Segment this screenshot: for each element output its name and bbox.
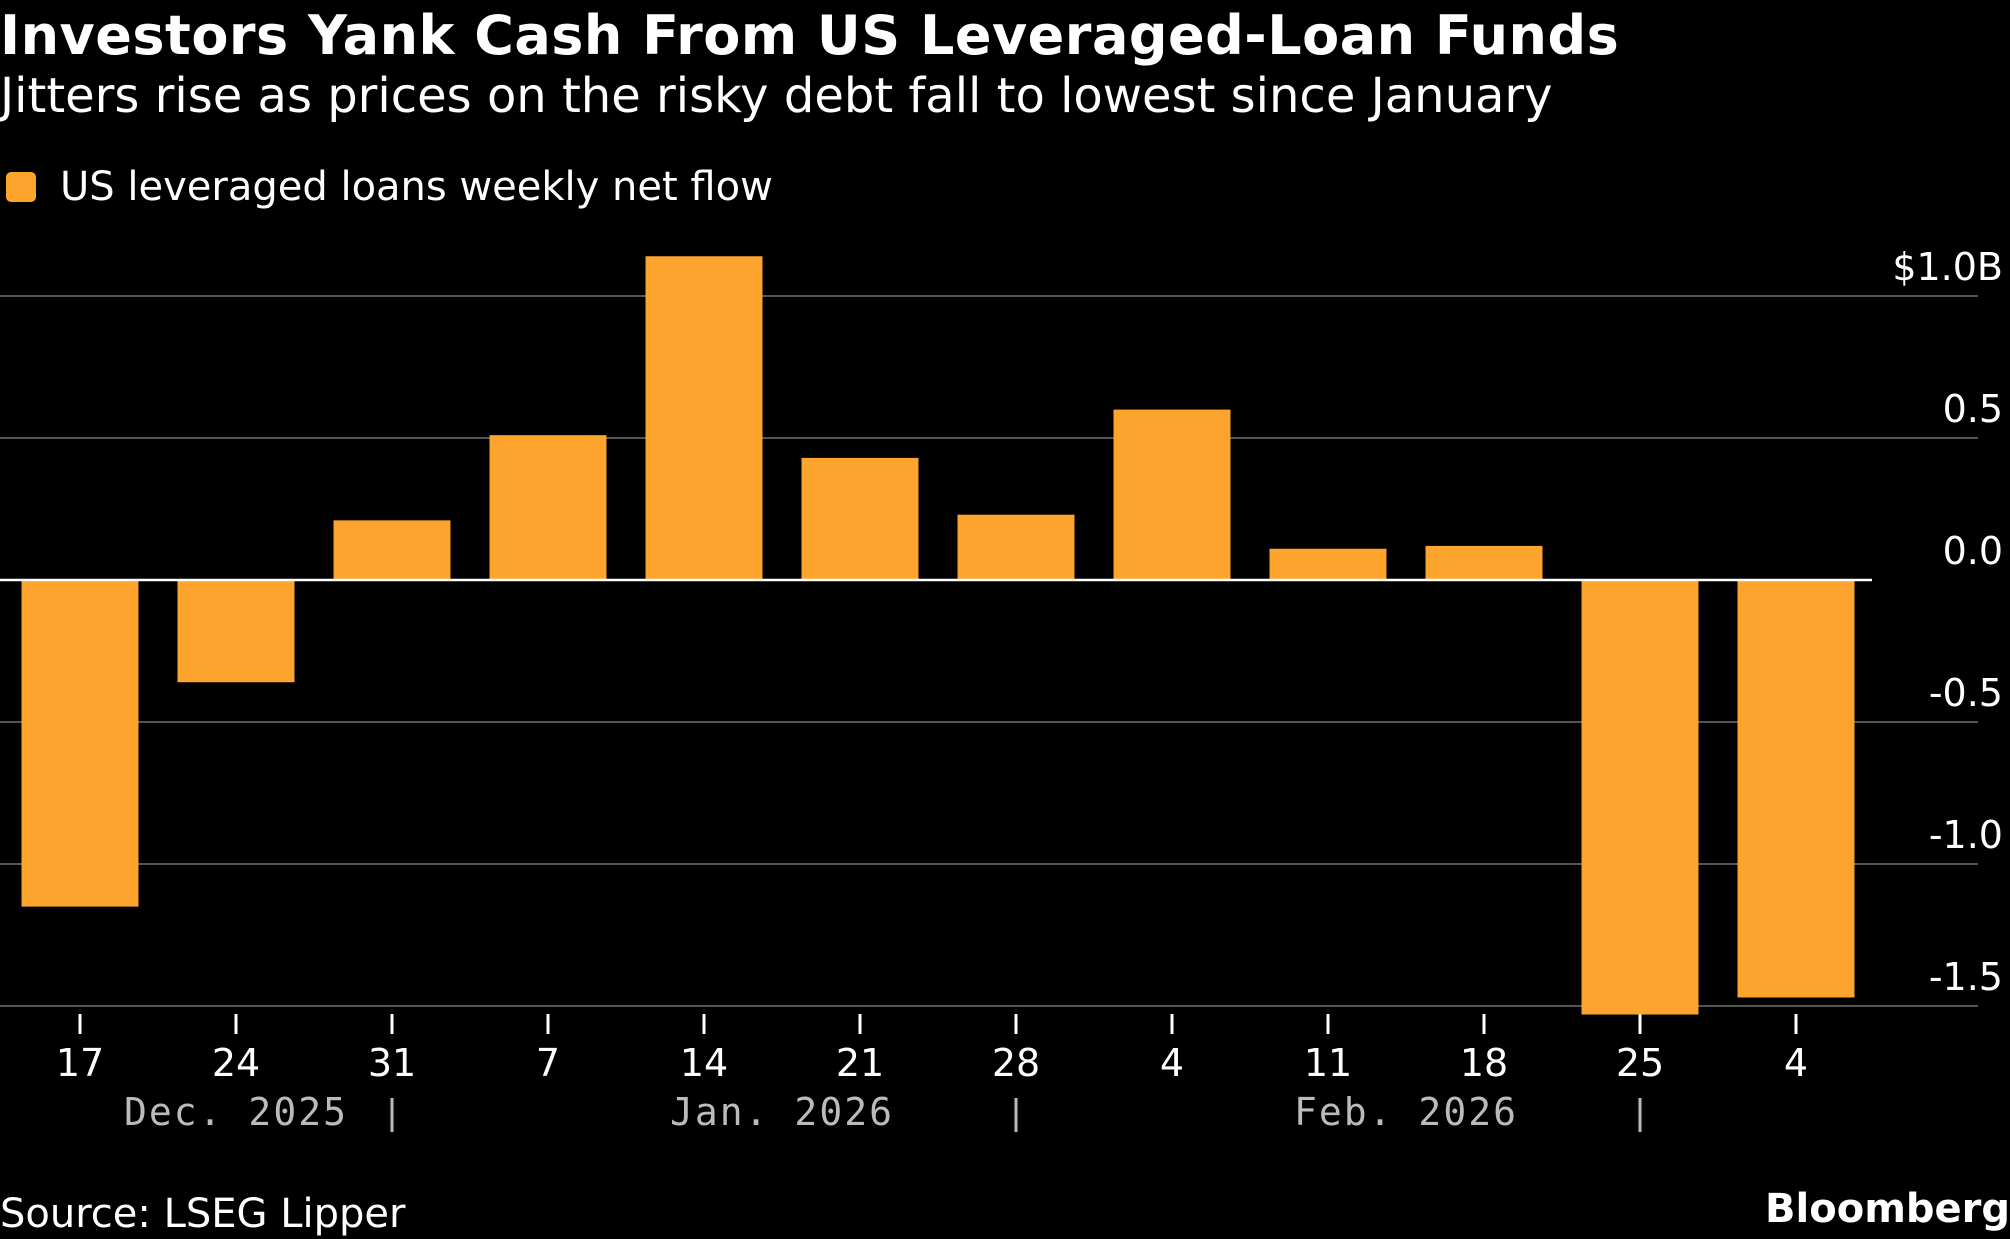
- source-note: Source: LSEG Lipper: [0, 1191, 406, 1237]
- bar: [489, 435, 607, 580]
- bar: [1737, 580, 1855, 998]
- x-axis-ticks: 17 24 31 7 14 21 28 4 11 18 25 4: [56, 1014, 1808, 1085]
- x-tick-label: 11: [1304, 1041, 1352, 1085]
- month-label: Dec. 2025: [124, 1090, 348, 1134]
- x-tick-label: 18: [1460, 1041, 1508, 1085]
- x-tick-label: 21: [836, 1041, 884, 1085]
- y-tick-label: -1.5: [1929, 955, 2003, 999]
- month-label: Jan. 2026: [670, 1090, 894, 1134]
- legend: US leveraged loans weekly net flow: [6, 164, 773, 210]
- month-label: Feb. 2026: [1294, 1090, 1518, 1134]
- legend-label: US leveraged loans weekly net flow: [60, 164, 773, 210]
- bar: [1269, 548, 1387, 580]
- x-tick-label: 28: [992, 1041, 1040, 1085]
- bar: [333, 520, 451, 580]
- x-tick-label: 4: [1160, 1041, 1184, 1085]
- y-axis-ticks: $1.0B 0.5 0.0 -0.5 -1.0 -1.5: [1892, 245, 2003, 999]
- y-tick-label: 0.0: [1943, 529, 2003, 573]
- x-tick-label: 25: [1616, 1041, 1664, 1085]
- bar: [1581, 580, 1699, 1015]
- bar: [801, 457, 919, 580]
- bar-chart: $1.0B 0.5 0.0 -0.5 -1.0 -1.5 17 24 31 7 14 21 28 4 11…: [0, 245, 2003, 1134]
- month-labels: Dec. 2025 Jan. 2026 Feb. 2026: [124, 1090, 1642, 1134]
- x-tick-label: 31: [368, 1041, 416, 1085]
- bar: [177, 580, 295, 683]
- bars: [21, 256, 1855, 1015]
- bar: [1425, 545, 1543, 580]
- y-tick-label: $1.0B: [1892, 245, 2003, 289]
- brand-logo: Bloomberg: [1765, 1186, 2010, 1232]
- chart-title: Investors Yank Cash From US Leveraged-Lo…: [0, 4, 1620, 67]
- legend-swatch: [6, 172, 36, 202]
- bar: [1113, 409, 1231, 580]
- y-tick-label: 0.5: [1943, 387, 2003, 431]
- chart-subtitle: Jitters rise as prices on the risky debt…: [0, 68, 1553, 124]
- x-tick-label: 14: [680, 1041, 728, 1085]
- y-tick-label: -0.5: [1929, 671, 2003, 715]
- x-tick-label: 4: [1784, 1041, 1808, 1085]
- x-tick-label: 7: [536, 1041, 560, 1085]
- bar: [21, 580, 139, 907]
- y-tick-label: -1.0: [1929, 813, 2003, 857]
- x-tick-label: 24: [212, 1041, 260, 1085]
- bar: [957, 514, 1075, 580]
- bar: [645, 256, 763, 580]
- x-tick-label: 17: [56, 1041, 104, 1085]
